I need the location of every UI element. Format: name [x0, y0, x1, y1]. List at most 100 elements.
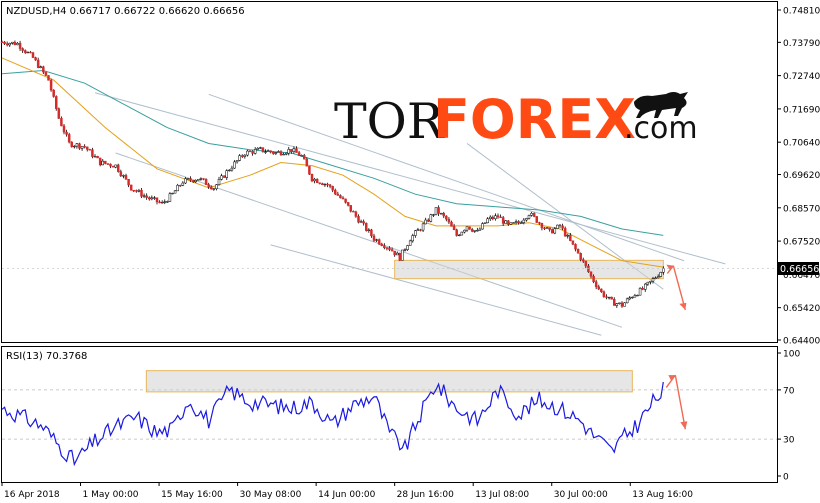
candle-body — [613, 299, 616, 306]
rsi-forecast-arrowhead — [680, 421, 688, 430]
candle-body — [344, 198, 347, 203]
forecast-arrowhead — [679, 302, 687, 310]
forecast-arrowhead — [666, 264, 674, 271]
candle-body — [207, 184, 210, 188]
x-tick-label: 16 Apr 2018 — [4, 490, 60, 500]
candle-body — [372, 235, 376, 241]
rsi-forecast-arrow-down — [674, 375, 687, 430]
candle-body — [210, 186, 213, 190]
candle-body — [176, 184, 179, 192]
candle-body — [362, 221, 365, 224]
candle-body — [315, 178, 319, 184]
candle-body — [197, 179, 200, 181]
candle-body — [109, 163, 112, 167]
candle-body — [308, 165, 311, 175]
y-tick-label: 0.71690 — [783, 105, 820, 115]
candle-body — [535, 216, 538, 223]
candle-body — [646, 281, 650, 285]
candle-body — [481, 223, 484, 230]
y-tick-label: 0.68570 — [783, 204, 820, 214]
resistance-zone — [394, 259, 664, 280]
y-tick-label: 0.73790 — [783, 39, 820, 49]
candle-body — [326, 183, 329, 186]
y-tick-label: 0.69620 — [783, 171, 820, 181]
candle-body — [217, 179, 221, 185]
candle-body — [571, 240, 575, 245]
candle-body — [563, 228, 567, 237]
candle-body — [377, 239, 381, 245]
candle-body — [199, 178, 203, 180]
candle-body — [18, 43, 22, 49]
candle-body — [86, 146, 89, 150]
candle-body — [556, 224, 559, 229]
candle-body — [489, 216, 492, 220]
candle-body — [416, 229, 420, 231]
candle-body — [179, 184, 182, 187]
candle-body — [396, 252, 399, 256]
candle-body — [117, 164, 120, 172]
candle-body — [618, 302, 621, 304]
candle-body — [328, 184, 332, 187]
candle-body — [525, 218, 528, 221]
candle-body — [385, 247, 389, 249]
candle-body — [419, 229, 422, 231]
candle-body — [432, 214, 435, 216]
forecast-arrow-down — [672, 265, 687, 311]
candle-body — [310, 173, 314, 182]
candle-body — [137, 190, 141, 192]
candle-body — [589, 271, 593, 277]
candle-body — [509, 222, 513, 225]
candle-body — [318, 182, 321, 184]
candle-body — [600, 288, 603, 293]
candle-body — [253, 149, 257, 154]
candle-body — [194, 180, 197, 183]
candle-body — [323, 183, 327, 186]
candle-body — [538, 222, 541, 224]
candle-body — [636, 294, 639, 297]
candle-body — [336, 193, 340, 196]
candle-body — [93, 156, 97, 158]
candle-body — [662, 268, 665, 273]
candle-body — [520, 222, 523, 224]
candle-body — [279, 151, 283, 156]
candle-body — [251, 151, 254, 154]
candle-body — [212, 188, 216, 190]
candle-body — [16, 43, 19, 46]
candle-body — [514, 221, 518, 223]
candle-body — [631, 296, 634, 299]
candle-body — [243, 154, 247, 157]
candle-body — [522, 219, 526, 223]
candle-body — [158, 201, 161, 203]
candle-body — [11, 41, 14, 44]
candle-body — [313, 178, 316, 182]
candle-body — [204, 178, 208, 185]
candle-body — [297, 152, 301, 156]
trend-channel-line — [270, 244, 602, 336]
candle-body — [450, 221, 453, 227]
candle-body — [202, 178, 205, 180]
candle-body — [264, 151, 267, 153]
current-price-box — [778, 262, 819, 275]
bull-icon — [634, 92, 688, 118]
candle-body — [633, 295, 637, 298]
candle-body — [331, 186, 334, 191]
candle-body — [305, 158, 309, 167]
candle-body — [67, 134, 71, 143]
y-tick-label: 0.74810 — [783, 7, 820, 17]
candle-body — [238, 155, 241, 161]
candle-body — [62, 125, 66, 133]
watermark-brand: FOREX — [433, 88, 636, 151]
price-layer: 0.74810 0.73790 0.72740 0.71690 0.70640 0.696… — [0, 7, 820, 500]
candle-body — [427, 219, 430, 222]
candle-body — [284, 152, 288, 155]
candle-body — [233, 161, 236, 169]
candle-body — [220, 175, 223, 180]
candle-body — [569, 235, 572, 241]
candle-body — [605, 296, 608, 298]
candle-body — [153, 197, 156, 199]
candle-body — [582, 259, 585, 262]
x-tick-label: 13 Aug 16:00 — [632, 490, 693, 500]
candle-body — [184, 178, 187, 184]
candle-body — [140, 190, 143, 197]
candle-body — [52, 89, 55, 97]
